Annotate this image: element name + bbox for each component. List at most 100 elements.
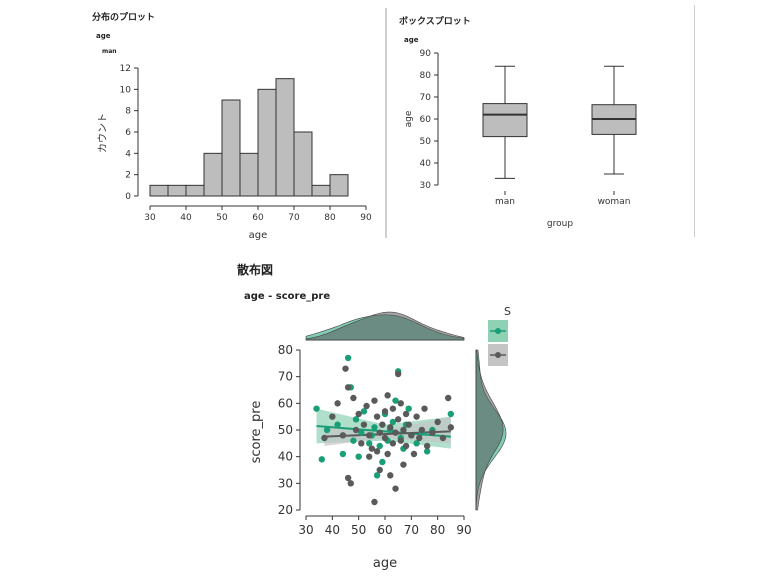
scatter-point-groupB bbox=[384, 450, 391, 458]
boxplot-chart: age group 30 40 50 60 70 80 90 man woman bbox=[404, 49, 637, 229]
scatter-point-groupB bbox=[410, 450, 418, 458]
scatter-point-groupA bbox=[352, 416, 360, 423]
boxplot-panel-title: ボックスプロット bbox=[399, 17, 471, 27]
legend-key-dot bbox=[495, 352, 501, 358]
panel-right-border bbox=[694, 5, 695, 237]
scatter-point-groupB bbox=[447, 424, 455, 431]
scatter-y-tick-label: 70 bbox=[278, 370, 293, 384]
boxplot-y-tick-label: 90 bbox=[420, 49, 432, 59]
histogram-chart: カウント age 0 2 4 6 8 10 12 30 40 50 60 70 80 90 bbox=[97, 64, 372, 241]
scatter-point-groupB bbox=[389, 405, 397, 412]
scatter-point-groupB bbox=[423, 442, 431, 450]
scatter-point-groupA bbox=[371, 424, 378, 431]
right-marginal-density-groupB bbox=[475, 349, 504, 511]
panel-divider bbox=[385, 8, 387, 238]
scatter-point-groupB bbox=[321, 434, 328, 442]
scatter-point-groupB bbox=[379, 421, 386, 428]
scatter-point-groupB bbox=[387, 472, 394, 479]
scatter-point-groupB bbox=[373, 413, 381, 420]
scatter-point-groupB bbox=[392, 429, 399, 436]
scatter-point-groupA bbox=[392, 397, 399, 404]
scatter-point-groupA bbox=[405, 405, 412, 412]
scatter-point-groupA bbox=[360, 408, 368, 415]
histogram-bar bbox=[167, 184, 187, 197]
histogram-bar bbox=[275, 78, 295, 197]
scatter-xlabel: age bbox=[373, 556, 397, 571]
scatter-point-groupA bbox=[344, 354, 352, 362]
boxplot-ylabel: age bbox=[404, 110, 414, 127]
scatter-x-tick-label: 30 bbox=[298, 523, 313, 537]
histogram-bar bbox=[257, 88, 277, 197]
scatter-point-groupB bbox=[400, 461, 407, 468]
scatter-point-groupB bbox=[418, 426, 426, 434]
scatter-point-groupB bbox=[381, 434, 389, 442]
scatter-section-title: 散布図 bbox=[237, 263, 274, 277]
scatter-point-groupB bbox=[397, 437, 404, 444]
scatter-x-tick-label: 70 bbox=[404, 523, 419, 537]
boxplot-y-tick-label: 40 bbox=[420, 159, 432, 169]
scatter-point-groupB bbox=[397, 400, 404, 407]
scatter-point-groupB bbox=[400, 426, 407, 434]
scatter-point-groupA bbox=[339, 450, 347, 458]
scatter-ylabel: score_pre bbox=[249, 401, 264, 464]
histogram-panel-title: 分布のプロット bbox=[92, 13, 156, 23]
scatter-y-tick-label: 40 bbox=[278, 450, 293, 464]
histogram-x-tick-label: 40 bbox=[180, 213, 192, 223]
scatter-point-groupB bbox=[402, 410, 410, 418]
scatter-point-groupA bbox=[379, 458, 386, 466]
scatter-x-tick-label: 60 bbox=[377, 523, 392, 537]
scatter-point-groupB bbox=[347, 480, 354, 487]
scatter-point-groupB bbox=[344, 474, 352, 482]
scatter-point-groupB bbox=[344, 384, 352, 391]
scatter-point-groupA bbox=[389, 418, 397, 426]
histogram-bar bbox=[203, 152, 223, 197]
scatter-point-groupB bbox=[334, 400, 341, 407]
scatter-y-tick-label: 20 bbox=[278, 503, 293, 517]
scatter-point-groupB bbox=[358, 440, 365, 447]
histogram-bar bbox=[185, 184, 205, 197]
boxplot-y-tick-label: 50 bbox=[420, 137, 432, 147]
scatter-point-groupB bbox=[408, 432, 415, 439]
scatter-point-groupA bbox=[373, 472, 381, 479]
scatter-point-groupB bbox=[389, 440, 397, 447]
scatter-point-groupA bbox=[313, 405, 320, 412]
scatter-point-groupA bbox=[413, 440, 420, 447]
boxplot-y-tick-label: 30 bbox=[420, 181, 432, 191]
scatter-point-groupB bbox=[429, 429, 436, 436]
boxplot-y-tick-label: 60 bbox=[420, 115, 432, 125]
scatter-point-groupB bbox=[439, 434, 447, 442]
histogram-ylabel: カウント bbox=[97, 113, 109, 153]
scatter-point-groupA bbox=[318, 456, 325, 463]
scatter-point-groupA bbox=[423, 448, 431, 455]
scatter-point-groupB bbox=[371, 397, 378, 404]
histogram-group-label: man bbox=[102, 48, 117, 55]
scatter-point-groupB bbox=[394, 370, 402, 378]
scatter-point-groupB bbox=[373, 448, 381, 455]
histogram-x-tick-label: 30 bbox=[144, 213, 156, 223]
scatter-point-groupA bbox=[376, 442, 383, 450]
scatter-point-groupA bbox=[323, 426, 331, 434]
scatter-x-tick-label: 50 bbox=[351, 523, 366, 537]
histogram-y-tick-label: 8 bbox=[125, 107, 131, 117]
scatter-point-groupB bbox=[360, 421, 368, 428]
scatter-point-groupB bbox=[376, 429, 383, 436]
scatter-point-groupB bbox=[434, 418, 441, 426]
scatter-point-groupA bbox=[355, 453, 362, 460]
scatter-point-groupB bbox=[421, 405, 428, 412]
histogram-bar bbox=[221, 99, 241, 197]
scatter-point-groupB bbox=[387, 424, 394, 431]
scatter-point-groupB bbox=[342, 365, 349, 372]
histogram-x-tick-label: 50 bbox=[216, 213, 228, 223]
scatter-subtitle: age - score_pre bbox=[244, 291, 331, 302]
scatter-x-tick-label: 40 bbox=[325, 523, 340, 537]
scatter-point-groupB bbox=[376, 466, 383, 474]
histogram-x-tick-label: 70 bbox=[288, 213, 300, 223]
scatter-point-groupB bbox=[402, 442, 410, 450]
scatter-point-groupB bbox=[405, 421, 412, 428]
boxplot-x-tick-label: man bbox=[495, 197, 515, 207]
histogram-y-tick-label: 4 bbox=[125, 149, 131, 159]
scatter-y-tick-label: 80 bbox=[278, 343, 293, 357]
scatter-point-groupB bbox=[416, 434, 423, 442]
scatter-point-groupB bbox=[368, 445, 376, 452]
histogram-x-tick-label: 90 bbox=[360, 213, 372, 223]
